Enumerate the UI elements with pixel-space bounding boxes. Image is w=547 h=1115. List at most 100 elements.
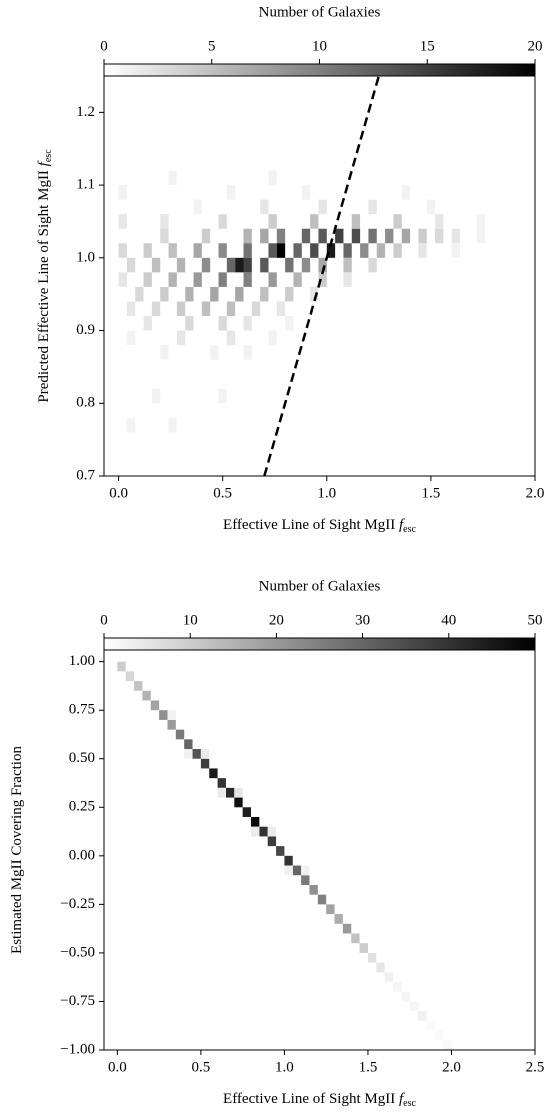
hist-cell (326, 904, 335, 915)
hist-cell (284, 865, 293, 876)
hist-cell (260, 257, 269, 273)
hist-cell (118, 272, 127, 287)
hist-cell (359, 943, 368, 953)
colorbar-tick-label: 20 (528, 38, 543, 54)
y-tick-label: 0.7 (76, 467, 95, 483)
hist-cell (200, 758, 210, 769)
y-tick-label: −1.00 (60, 1041, 95, 1057)
hist-cell (418, 228, 427, 244)
colorbar-tick-label: 30 (355, 612, 370, 628)
hist-cell (476, 214, 486, 229)
hist-cell (243, 257, 252, 273)
y-tick-label: 1.2 (76, 104, 95, 120)
hist-cell (168, 170, 177, 186)
y-tick-label: 0.75 (69, 702, 95, 718)
hist-cell (126, 330, 136, 346)
y-tick-label: 0.25 (69, 799, 95, 815)
hist-cell (409, 1001, 419, 1012)
hist-cell (351, 933, 360, 944)
hist-cell (426, 199, 436, 215)
hist-cell (259, 826, 268, 837)
hist-cell (343, 272, 352, 287)
colorbar-tick-label: 20 (269, 612, 284, 628)
hist-cell (376, 243, 386, 258)
hist-cell (310, 214, 319, 229)
hist-cell (192, 749, 201, 759)
hist-cell (176, 330, 186, 346)
axis-label-text: Estimated MgII Covering Fraction (9, 746, 25, 954)
axis-label: Predicted Effective Line of Sight MgII f… (36, 149, 54, 403)
colorbar-tick-label: 0 (100, 38, 108, 54)
hist-cell (318, 257, 327, 273)
hist-cell (335, 228, 344, 244)
hist-cell (243, 228, 252, 244)
hist-cell (260, 228, 269, 244)
x-tick-label: 1.5 (422, 485, 441, 501)
hist-cell (310, 286, 319, 302)
hist-cell (251, 301, 261, 316)
hist-cell (159, 710, 168, 720)
hist-cell (143, 316, 152, 331)
hist-cell (126, 257, 136, 273)
hist-cell (126, 417, 136, 433)
hist-cell (292, 865, 302, 876)
axis-label: Effective Line of Sight MgII fesc (223, 1091, 416, 1109)
hist-cell (168, 272, 177, 287)
colorbar-tick-label: 50 (528, 612, 543, 628)
hist-cell (143, 243, 152, 258)
y-tick-label: 0.8 (76, 395, 95, 411)
hist-cell (310, 243, 319, 258)
y-tick-label: 0.50 (69, 750, 95, 766)
colorbar-tick-label: 0 (100, 612, 108, 628)
hist-cell (276, 228, 286, 244)
hist-cell (226, 301, 236, 316)
hist-cell (326, 243, 336, 258)
hist-cell (118, 243, 127, 258)
hist-cell (451, 243, 461, 258)
hist-cell (118, 214, 127, 229)
hist-cell (251, 816, 260, 827)
hist-cell (334, 914, 343, 924)
x-tick-label: 0.5 (213, 485, 232, 501)
axis-label: Effective Line of Sight MgII fesc (223, 517, 416, 535)
hist-cell (343, 243, 352, 258)
hist-cell (218, 316, 227, 331)
hist-cell (234, 787, 243, 798)
hist-cell (284, 855, 293, 866)
hist-cell (301, 185, 311, 200)
x-tick-label: 1.5 (359, 1059, 378, 1075)
x-tick-label: 0.5 (192, 1059, 211, 1075)
hist-cell (393, 243, 402, 258)
hist-cell (285, 286, 294, 302)
hist-cell (210, 286, 219, 302)
y-tick-label: 1.0 (76, 249, 95, 265)
hist-cell (376, 962, 385, 973)
hist-cell (226, 257, 236, 273)
hist-cell (218, 243, 227, 258)
hist-cell (151, 301, 161, 316)
hist-cell (384, 972, 394, 983)
colorbar (103, 63, 536, 77)
hist-cell (218, 272, 227, 287)
hist-cell (209, 768, 218, 779)
hist-cell (285, 316, 294, 331)
hist-cell (160, 228, 169, 244)
hist-cell (268, 170, 277, 186)
x-tick-label: 2.0 (442, 1059, 461, 1075)
axis-label-text: Effective Line of Sight MgII (223, 517, 399, 533)
hist-cell (243, 272, 252, 287)
hist-cell (260, 286, 269, 302)
colorbar-tick-label: 10 (183, 612, 198, 628)
y-tick-label: −0.25 (60, 896, 95, 912)
hist-cell (118, 185, 127, 200)
hist-cell (200, 749, 210, 759)
hist-cell (293, 272, 302, 287)
axis-label-text: Predicted Effective Line of Sight MgII (36, 166, 52, 402)
hist-cell (193, 243, 202, 258)
hist-cell (360, 243, 369, 258)
hist-cell (435, 214, 444, 229)
hist-cell (225, 787, 235, 798)
y-tick-label: 0.00 (69, 847, 95, 863)
hist-cell (267, 826, 277, 837)
hist-cell (268, 272, 277, 287)
